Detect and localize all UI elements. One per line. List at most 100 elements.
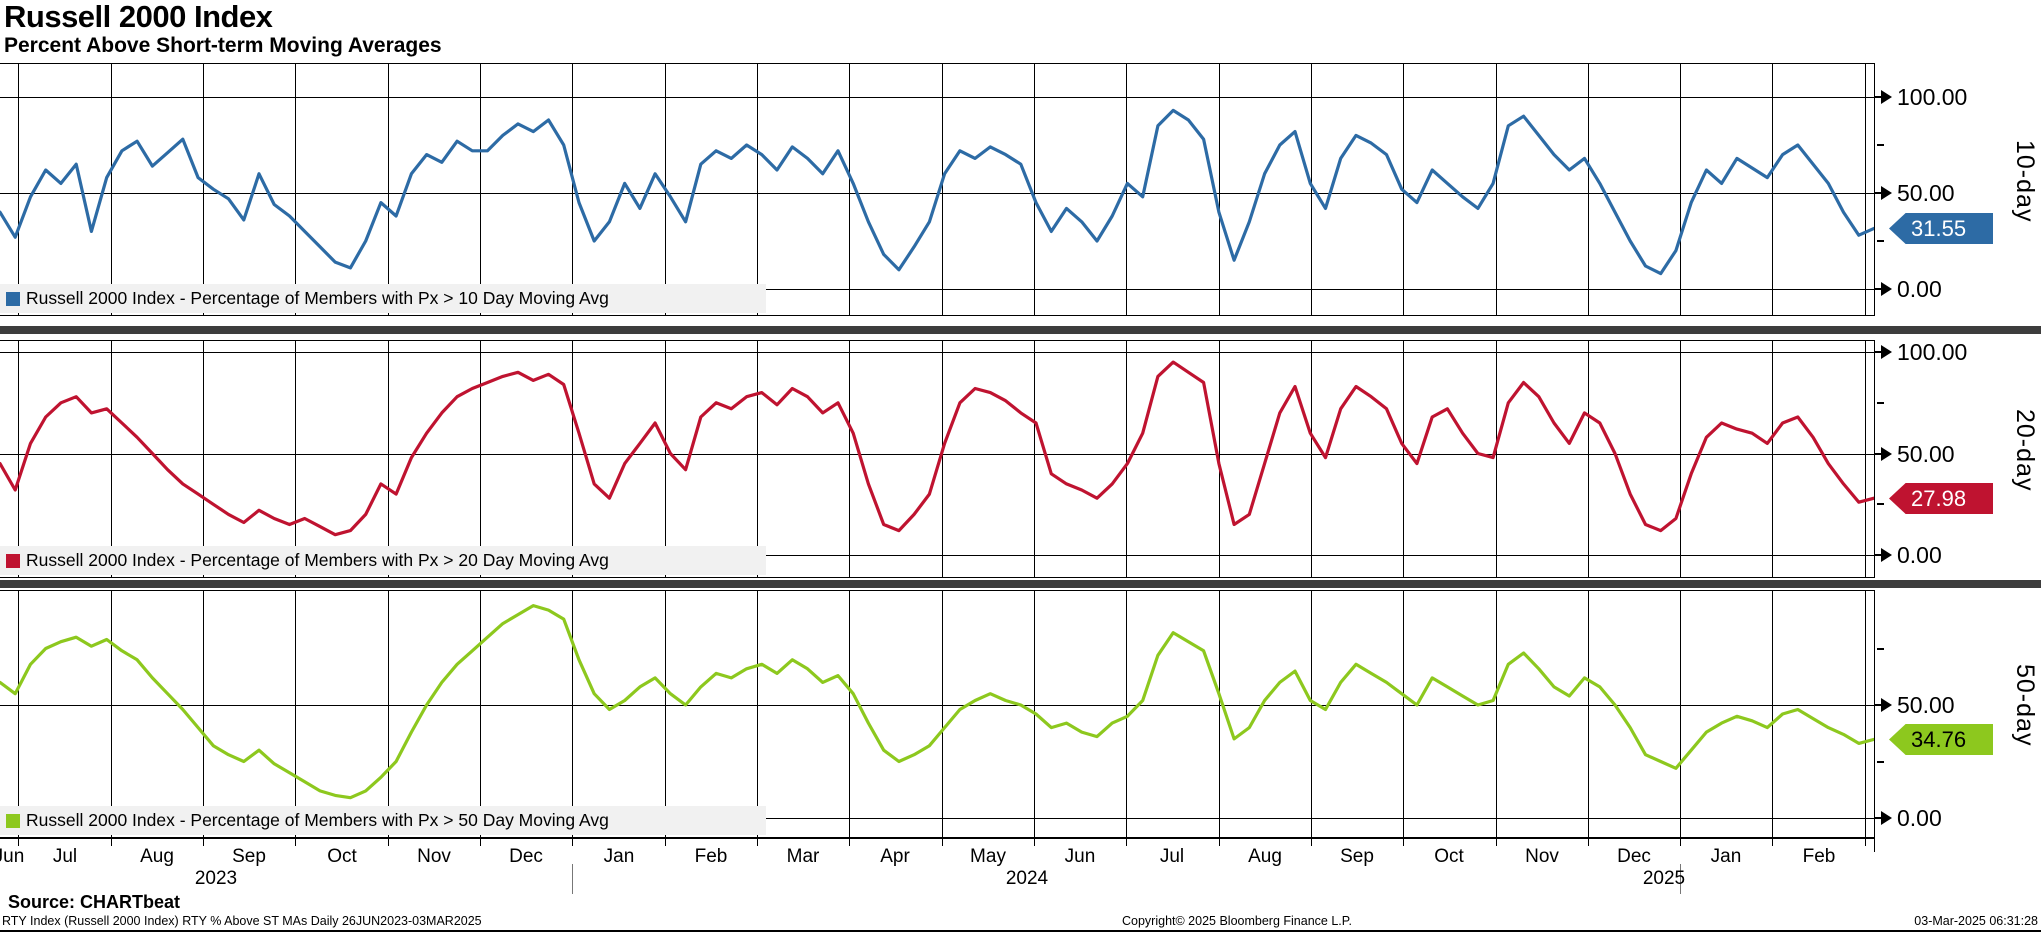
line-series-10-day	[0, 108, 1874, 276]
last-value-badge: 27.98	[1889, 483, 1993, 514]
month-tick	[388, 839, 389, 846]
tick-line	[1875, 96, 1882, 98]
month-tick	[1403, 839, 1404, 846]
month-tick	[111, 839, 112, 846]
panel-50-day-plot	[0, 590, 1874, 838]
axis-tick-label: 0.00	[1897, 276, 1942, 302]
source-label: Source: CHARTbeat	[8, 892, 181, 912]
axis-minor-tick	[1877, 648, 1884, 650]
month-tick	[1034, 839, 1035, 846]
month-label: Oct	[1434, 846, 1464, 867]
legend-label: Russell 2000 Index - Percentage of Membe…	[26, 288, 609, 308]
month-tick	[757, 839, 758, 846]
tick-line	[1875, 817, 1882, 819]
timestamp: 03-Mar-2025 06:31:28	[1914, 914, 2038, 928]
legend-swatch	[6, 291, 20, 306]
month-label: Jun	[1064, 846, 1096, 867]
year-divider	[1680, 864, 1681, 894]
legend-swatch	[6, 553, 20, 568]
tick-arrow-icon	[1881, 345, 1892, 359]
month-label: Nov	[417, 846, 451, 867]
axis-minor-tick	[1877, 761, 1884, 763]
legend-50-day: Russell 2000 Index - Percentage of Membe…	[0, 806, 766, 835]
right-axis-50-day: 50.00 0.00 34.76 50-day	[1874, 590, 2041, 838]
last-value-badge: 34.76	[1889, 724, 1993, 755]
panel-axis-label: 20-day	[2011, 409, 2039, 492]
axis-tick-label: 0.00	[1897, 542, 1942, 568]
chart-footer: Source: CHARTbeat RTY Index (Russell 200…	[0, 892, 2041, 930]
x-axis-line	[0, 838, 1875, 839]
panel-20-day-plot	[0, 340, 1874, 578]
chart-header: Russell 2000 Index Percent Above Short-t…	[4, 0, 442, 58]
tick-arrow-icon	[1881, 282, 1892, 296]
last-value-badge: 31.55	[1889, 213, 1993, 244]
x-axis-right-end	[1874, 838, 1875, 852]
panel-axis-label: 10-day	[2011, 140, 2039, 223]
month-label: Dec	[509, 846, 543, 867]
month-tick	[1219, 839, 1220, 846]
month-tick	[1772, 839, 1773, 846]
tick-arrow-icon	[1881, 698, 1892, 712]
tick-arrow-icon	[1881, 90, 1892, 104]
month-label: Jan	[1710, 846, 1742, 867]
month-tick	[849, 839, 850, 846]
panel-separator	[0, 580, 2041, 588]
x-axis: Jun Jul Aug Sep Oct Nov Dec Jan Feb Mar Apr May Jun J…	[0, 838, 2041, 894]
axis-tick-label: 100.00	[1897, 339, 1968, 365]
month-tick	[1496, 839, 1497, 846]
month-label: Feb	[1802, 846, 1836, 867]
tick-arrow-icon	[1881, 548, 1892, 562]
month-label: May	[970, 846, 1006, 867]
month-tick	[1865, 839, 1866, 846]
month-tick	[18, 839, 19, 846]
right-axis-20-day: 100.00 50.00 0.00 27.98 20-day	[1874, 339, 2041, 578]
year-label: 2023	[194, 868, 238, 889]
panel-axis-label: 50-day	[2011, 664, 2039, 747]
month-tick	[1311, 839, 1312, 846]
tick-line	[1875, 554, 1882, 556]
legend-label: Russell 2000 Index - Percentage of Membe…	[26, 810, 609, 830]
year-label: 2024	[1005, 868, 1049, 889]
legend-10-day: Russell 2000 Index - Percentage of Membe…	[0, 284, 766, 313]
month-tick	[1680, 839, 1681, 846]
tick-arrow-icon	[1881, 447, 1892, 461]
month-tick	[572, 839, 573, 846]
month-label: Mar	[786, 846, 820, 867]
tick-arrow-icon	[1881, 186, 1892, 200]
axis-minor-tick	[1877, 402, 1884, 404]
month-label: Dec	[1617, 846, 1651, 867]
month-tick	[295, 839, 296, 846]
tick-line	[1875, 351, 1882, 353]
axis-tick-label: 100.00	[1897, 84, 1968, 110]
year-divider	[572, 864, 573, 894]
copyright-line: Copyright© 2025 Bloomberg Finance L.P.	[1122, 914, 1352, 928]
month-tick	[1588, 839, 1589, 846]
right-axis-10-day: 100.00 50.00 0.00 31.55 10-day	[1874, 63, 2041, 316]
month-label: Sep	[1340, 846, 1374, 867]
axis-tick-label: 50.00	[1897, 180, 1955, 206]
month-label: Jan	[603, 846, 635, 867]
month-label: Aug	[140, 846, 174, 867]
panel-10-day-plot	[0, 63, 1874, 316]
month-label: Jul	[52, 846, 78, 867]
month-label: Feb	[694, 846, 728, 867]
axis-minor-tick	[1877, 240, 1884, 242]
axis-tick-label: 0.00	[1897, 805, 1942, 831]
month-tick	[1126, 839, 1127, 846]
axis-tick-label: 50.00	[1897, 441, 1955, 467]
axis-tick-label: 50.00	[1897, 692, 1955, 718]
month-tick	[942, 839, 943, 846]
tick-line	[1875, 288, 1882, 290]
legend-swatch	[6, 813, 20, 828]
month-label: Jun	[0, 846, 25, 867]
legend-20-day: Russell 2000 Index - Percentage of Membe…	[0, 546, 766, 575]
tick-arrow-icon	[1881, 811, 1892, 825]
month-tick	[203, 839, 204, 846]
axis-minor-tick	[1877, 503, 1884, 505]
month-label: Oct	[327, 846, 357, 867]
month-label: Apr	[880, 846, 910, 867]
month-label: Aug	[1248, 846, 1282, 867]
panel-separator	[0, 326, 2041, 334]
month-label: Sep	[232, 846, 266, 867]
